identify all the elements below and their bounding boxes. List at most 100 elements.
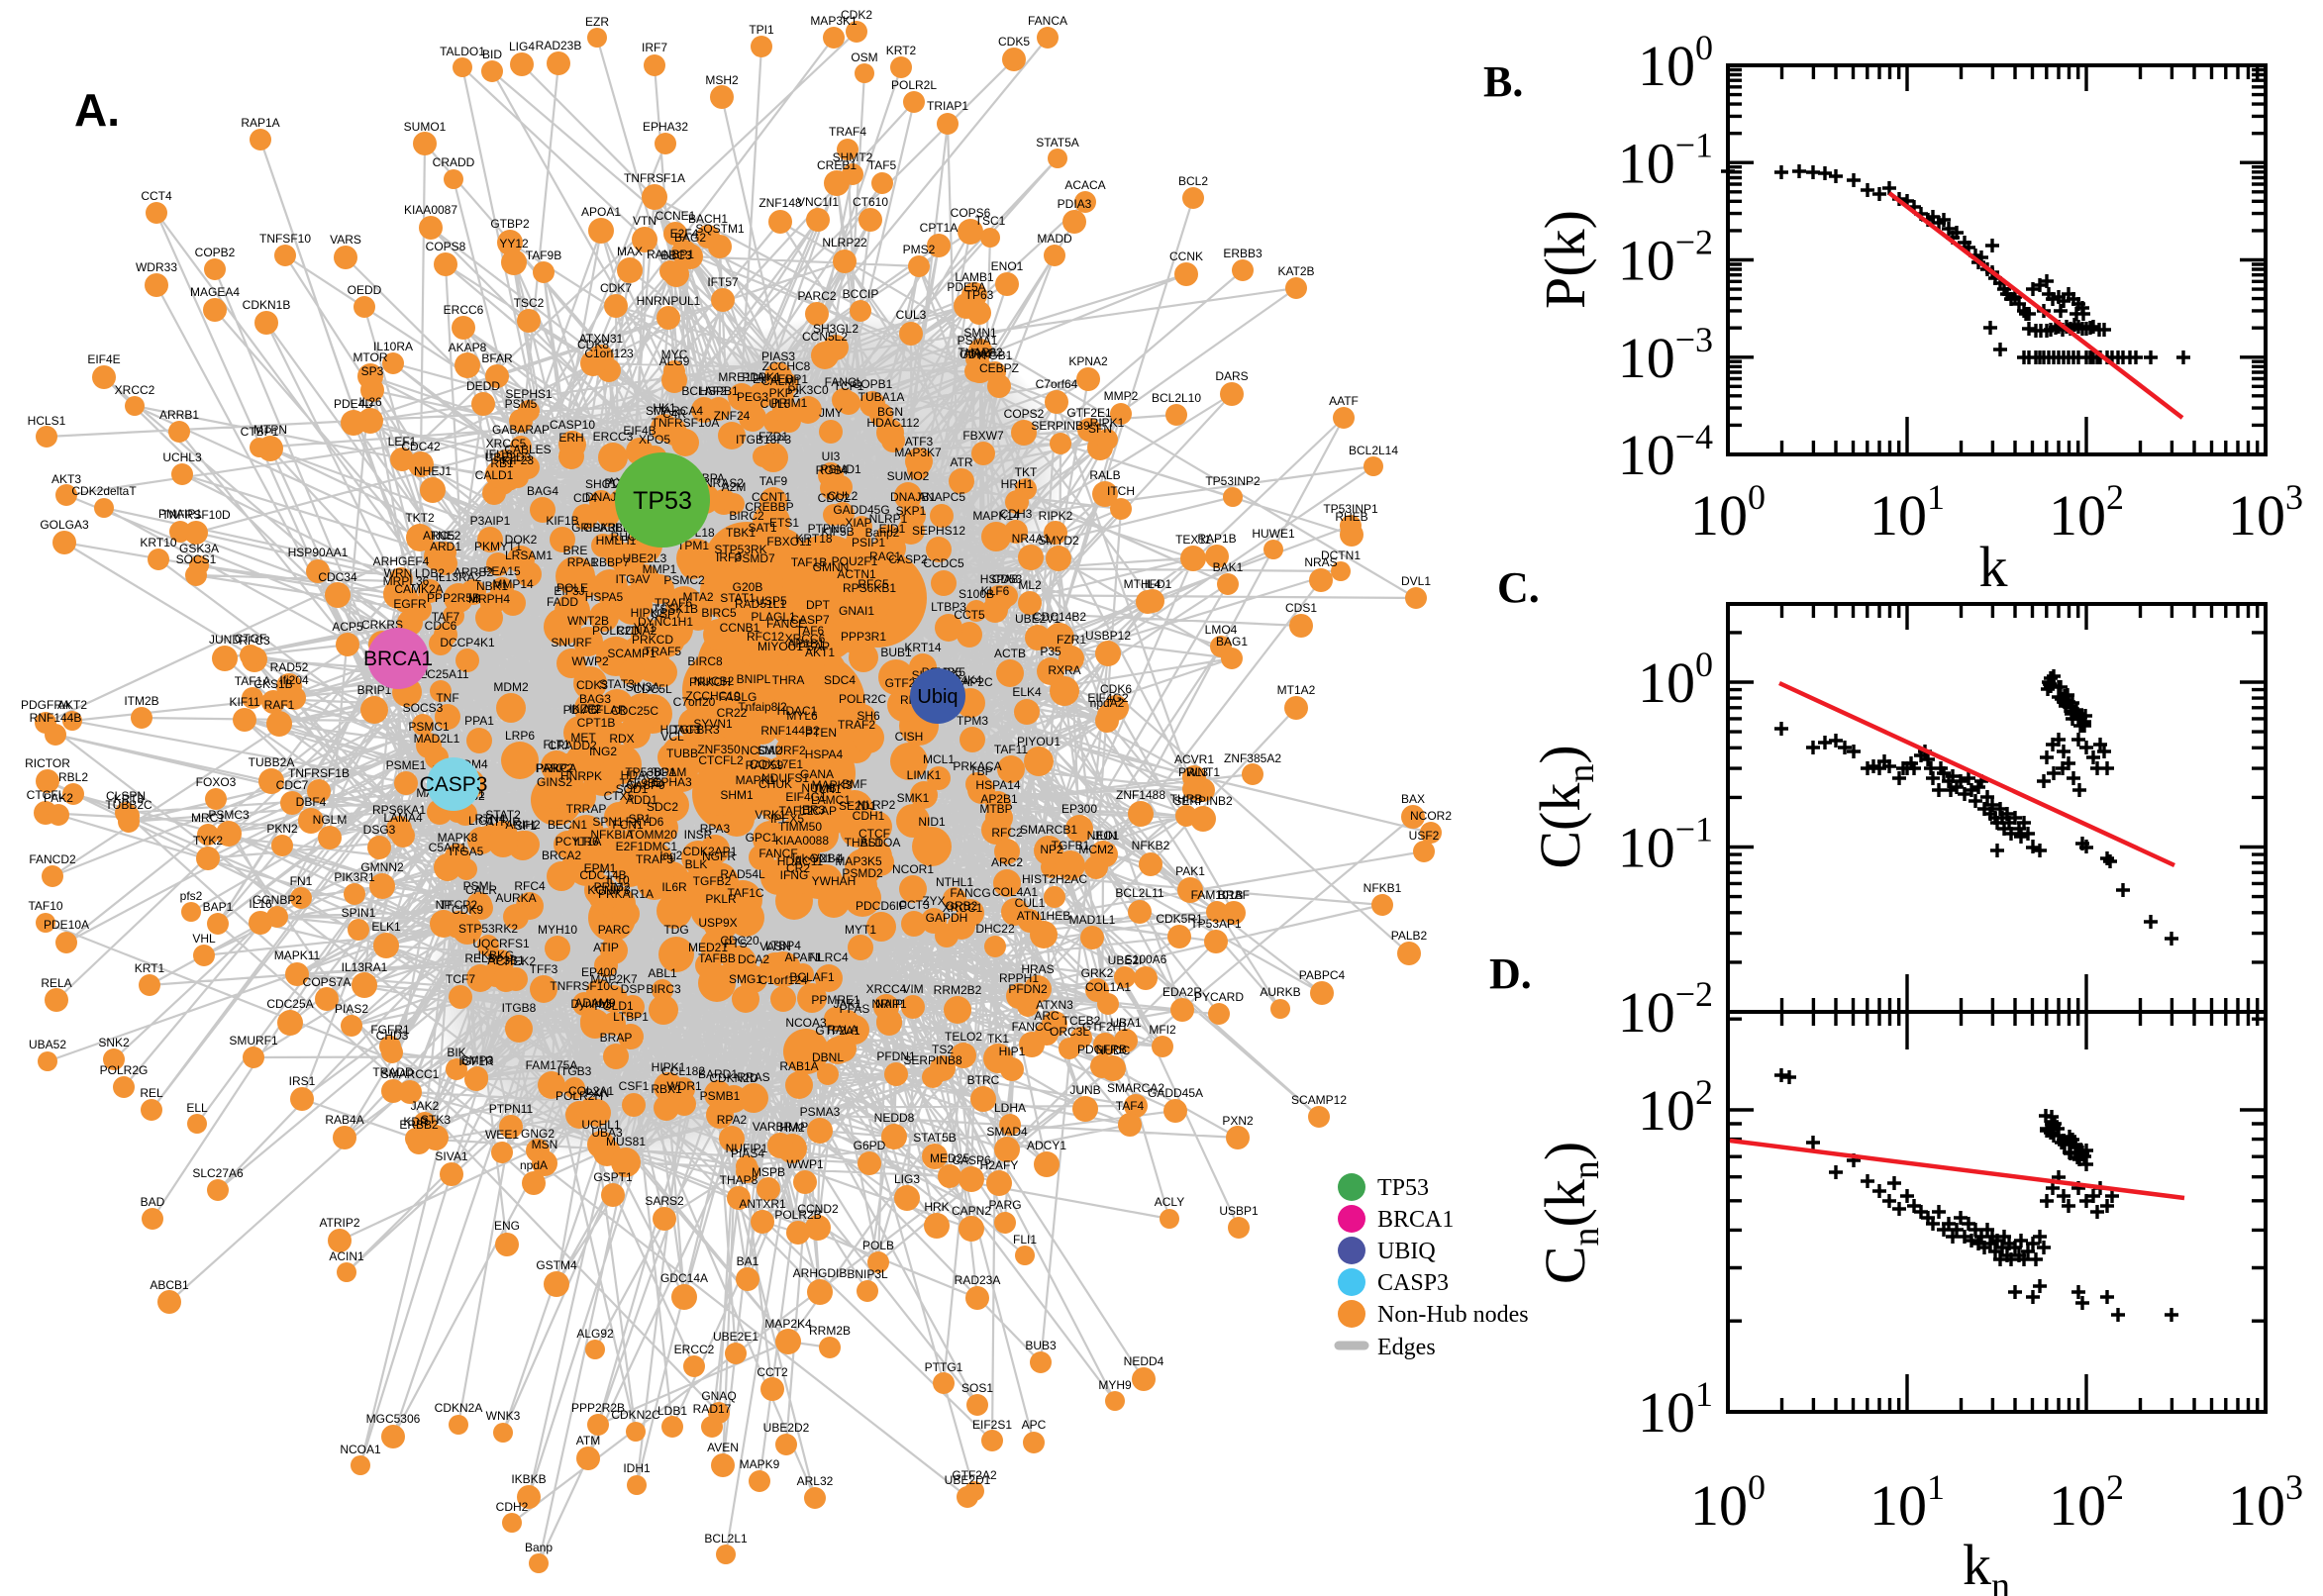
svg-text:101: 101 [1869, 477, 1945, 548]
svg-text:CCT5: CCT5 [954, 608, 985, 622]
svg-text:HDAC1: HDAC1 [777, 704, 818, 718]
svg-text:SERPINB8: SERPINB8 [903, 1053, 962, 1067]
svg-text:GPC1: GPC1 [746, 831, 778, 845]
svg-text:NCOA1: NCOA1 [340, 1443, 381, 1456]
svg-text:LDHA: LDHA [994, 1101, 1026, 1115]
svg-text:AURKB: AURKB [1260, 985, 1300, 999]
svg-text:IDH1: IDH1 [623, 1461, 651, 1475]
svg-text:CALD1: CALD1 [475, 468, 514, 482]
svg-text:KCNIP3: KCNIP3 [587, 883, 631, 897]
svg-text:100: 100 [1690, 477, 1766, 548]
svg-text:BCLAF2: BCLAF2 [681, 384, 727, 398]
svg-text:USP7: USP7 [651, 607, 682, 621]
svg-text:LIMK1: LIMK1 [907, 768, 942, 782]
svg-text:TP53: TP53 [1377, 1175, 1429, 1201]
svg-text:RTN4: RTN4 [474, 812, 505, 826]
svg-text:P(k): P(k) [1533, 210, 1597, 309]
svg-text:MTPN: MTPN [253, 423, 287, 437]
svg-text:Ubiq: Ubiq [917, 686, 958, 708]
svg-text:FZR1: FZR1 [1057, 633, 1086, 647]
svg-text:CDK7: CDK7 [600, 281, 632, 295]
svg-text:PKMYT1: PKMYT1 [474, 540, 522, 553]
svg-text:TAF12: TAF12 [778, 804, 813, 818]
svg-text:PTPN11: PTPN11 [489, 1102, 534, 1116]
svg-text:CRADD: CRADD [433, 155, 475, 169]
svg-text:RBBP7: RBBP7 [590, 555, 630, 569]
svg-text:TAFBB: TAFBB [698, 951, 736, 965]
svg-text:RPS6KA1: RPS6KA1 [372, 803, 426, 817]
svg-text:DNAJB1: DNAJB1 [890, 490, 936, 504]
svg-text:MTOR: MTOR [353, 350, 387, 364]
svg-text:PFAS: PFAS [840, 1002, 870, 1016]
svg-text:APC: APC [1022, 1418, 1047, 1432]
svg-text:CDKN1B: CDKN1B [243, 298, 291, 312]
svg-text:PSMD2: PSMD2 [842, 866, 883, 880]
svg-text:DCTN1: DCTN1 [1321, 549, 1361, 562]
svg-text:PFDN1: PFDN1 [876, 1049, 916, 1063]
svg-text:TKT: TKT [1015, 465, 1038, 479]
svg-text:FGFR1: FGFR1 [370, 1023, 410, 1037]
svg-text:LRP6: LRP6 [505, 729, 535, 743]
svg-text:WWP1: WWP1 [786, 1157, 824, 1171]
svg-text:PSMD1: PSMD1 [820, 462, 861, 476]
svg-text:ARAF: ARAF [963, 347, 995, 360]
svg-text:P3AIP1: P3AIP1 [470, 514, 511, 528]
svg-text:CHEK2: CHEK2 [496, 954, 536, 968]
svg-text:CUL5: CUL5 [760, 397, 791, 411]
svg-text:CALR: CALR [465, 883, 497, 897]
svg-text:101: 101 [1869, 1467, 1945, 1538]
svg-text:GSK3A: GSK3A [179, 542, 219, 555]
svg-text:ABCB1: ABCB1 [150, 1278, 189, 1292]
svg-text:TP53INP1: TP53INP1 [1323, 502, 1378, 516]
svg-text:DSG3: DSG3 [363, 823, 396, 837]
svg-text:FLI1: FLI1 [1013, 1233, 1037, 1247]
svg-text:BNIPL: BNIPL [737, 672, 771, 686]
svg-text:100: 100 [1638, 28, 1713, 98]
svg-text:POLD1: POLD1 [594, 999, 634, 1013]
svg-text:RXRA: RXRA [1048, 663, 1080, 677]
svg-text:CDS1: CDS1 [1285, 601, 1317, 615]
svg-text:TRIAP1: TRIAP1 [927, 99, 968, 113]
svg-text:WNT1: WNT1 [1186, 765, 1220, 779]
svg-text:BUB3: BUB3 [1025, 1339, 1057, 1352]
svg-text:SFN: SFN [1088, 422, 1112, 436]
svg-text:TP63: TP63 [965, 288, 994, 302]
svg-text:SMURF1: SMURF1 [229, 1034, 278, 1047]
svg-text:TAF7: TAF7 [432, 610, 460, 624]
svg-text:DYNC1H1: DYNC1H1 [638, 615, 693, 629]
svg-text:ITGA5: ITGA5 [450, 845, 484, 858]
svg-text:EDA2R: EDA2R [1162, 985, 1202, 999]
svg-text:SOD1: SOD1 [616, 782, 649, 796]
svg-text:MADD: MADD [1037, 232, 1072, 246]
svg-text:PPMRE1: PPMRE1 [811, 993, 860, 1007]
svg-text:SMARCA2: SMARCA2 [1107, 1081, 1164, 1095]
svg-text:ORC3L: ORC3L [1050, 1025, 1089, 1039]
svg-text:GSK3B: GSK3B [583, 521, 623, 535]
svg-text:KRT8: KRT8 [114, 792, 145, 806]
svg-text:XRCC4: XRCC4 [866, 982, 907, 996]
svg-text:ARC5: ARC5 [423, 529, 454, 543]
svg-text:lag2: lag2 [660, 848, 683, 862]
svg-text:npdA2: npdA2 [1090, 696, 1125, 710]
svg-text:CDC2: CDC2 [818, 491, 851, 505]
svg-text:HDAC112: HDAC112 [866, 416, 919, 430]
svg-text:ITGB18P3: ITGB18P3 [736, 433, 791, 447]
svg-text:STAT5B: STAT5B [913, 1131, 957, 1145]
svg-text:CAPN2: CAPN2 [952, 1204, 991, 1218]
svg-text:BIRC2: BIRC2 [729, 509, 764, 523]
svg-text:NRAS: NRAS [1304, 555, 1337, 569]
svg-text:MET: MET [570, 731, 596, 745]
svg-text:XRCC6: XRCC6 [785, 632, 826, 646]
svg-text:IFI16: IFI16 [485, 448, 513, 461]
svg-text:TAF9B: TAF9B [526, 249, 561, 262]
svg-text:PRKCA: PRKCA [536, 761, 576, 775]
svg-text:npdA: npdA [520, 1158, 548, 1172]
svg-text:103: 103 [2228, 1467, 2303, 1538]
svg-text:PABPC4: PABPC4 [1299, 968, 1346, 982]
svg-text:RRM2B: RRM2B [809, 1324, 851, 1338]
svg-text:KRT14: KRT14 [904, 641, 941, 654]
svg-text:ZYX: ZYX [922, 894, 945, 908]
svg-text:NEO1: NEO1 [1087, 829, 1120, 843]
svg-text:COL2A1: COL2A1 [568, 1084, 614, 1098]
svg-text:TCF7: TCF7 [446, 972, 475, 986]
